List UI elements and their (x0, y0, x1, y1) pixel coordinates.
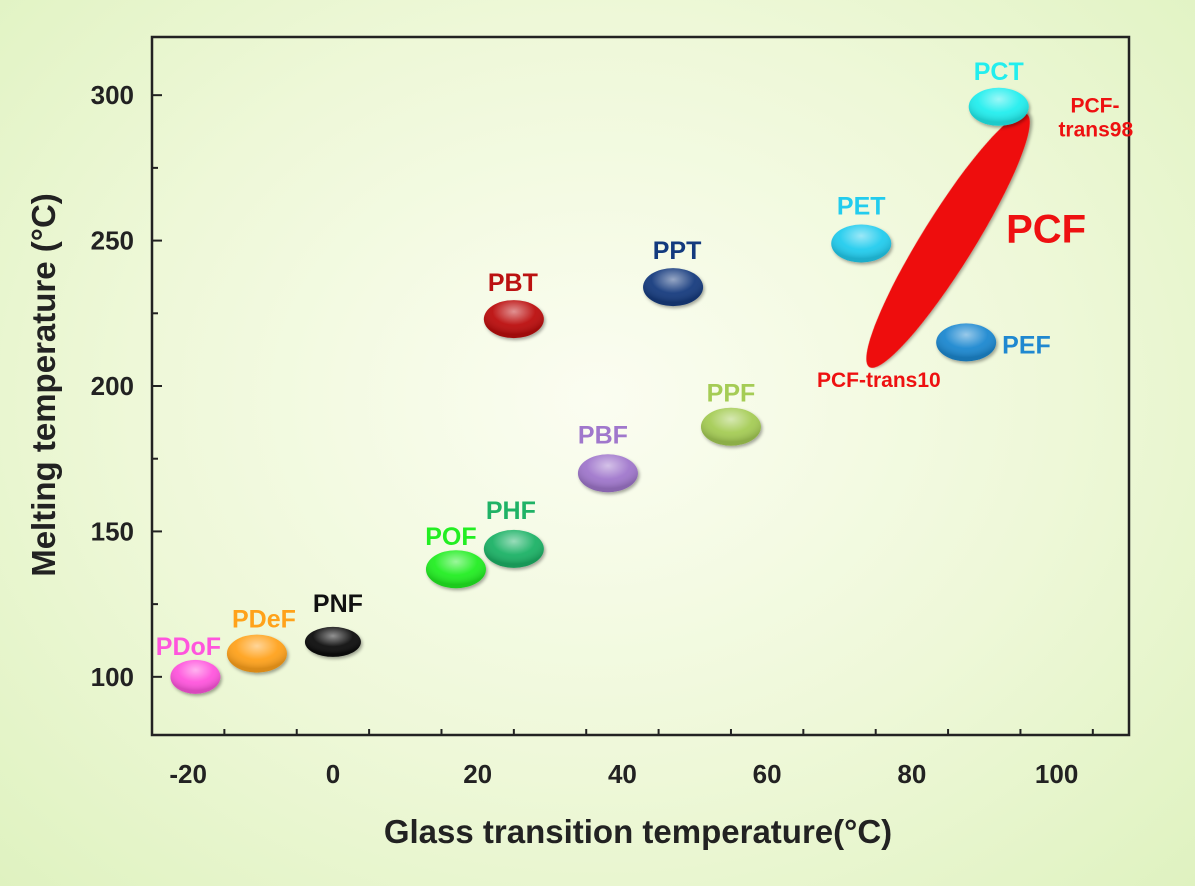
point-phf-gloss (483, 529, 544, 568)
pcf-end-label-line2: trans98 (1058, 118, 1133, 141)
point-pef-gloss (936, 323, 997, 362)
x-tick-label: 80 (897, 759, 926, 789)
range-layer: PCF PCF-trans10 PCF-trans98 (817, 94, 1133, 392)
y-tick-label: 300 (91, 80, 134, 110)
y-axis-label: Melting temperature (°C) (25, 193, 62, 577)
point-label-phf: PHF (486, 497, 536, 525)
point-label-pbf: PBF (578, 421, 628, 449)
x-tick-label: -20 (169, 759, 207, 789)
plot-frame (150, 35, 1131, 737)
x-tick-label: 40 (608, 759, 637, 789)
point-label-pdef: PDeF (232, 606, 296, 634)
y-tick-label: 250 (91, 226, 134, 256)
y-tick-label: 100 (91, 662, 134, 692)
x-tick-label: 0 (326, 759, 340, 789)
axes: -20 0 20 40 60 80 100 100 150 200 250 300 (91, 80, 1094, 789)
point-label-pet: PET (837, 192, 886, 220)
point-ppf-gloss (700, 407, 761, 446)
point-ppt-gloss (643, 268, 704, 307)
point-pnf-gloss (304, 626, 361, 657)
y-tick-label: 150 (91, 516, 134, 546)
point-label-ppt: PPT (653, 237, 702, 265)
point-label-pef: PEF (1002, 331, 1051, 359)
point-label-pnf: PNF (313, 590, 363, 618)
pcf-start-label: PCF-trans10 (817, 369, 941, 392)
point-pdef-gloss (226, 634, 287, 673)
point-label-pct: PCT (974, 58, 1024, 86)
point-pet-gloss (831, 224, 892, 263)
point-label-ppf: PPF (707, 380, 756, 408)
pcf-range-band (866, 113, 1030, 368)
x-tick-label: 60 (753, 759, 782, 789)
point-pbt-gloss (483, 300, 544, 339)
x-tick-label: 100 (1035, 759, 1078, 789)
x-tick-label: 20 (463, 759, 492, 789)
y-tick-label: 200 (91, 371, 134, 401)
point-pof-gloss (425, 550, 486, 589)
pcf-end-label-line1: PCF- (1070, 94, 1119, 117)
pcf-range-label: PCF (1006, 208, 1086, 252)
points-layer: PDoF PDeF PNF POF PHF PBF PPF PBT PPT PET PEF PCT (156, 58, 1051, 694)
point-pbf-gloss (577, 454, 638, 493)
point-label-pbt: PBT (488, 269, 538, 297)
point-label-pdof: PDoF (156, 633, 221, 661)
point-label-pof: POF (425, 523, 476, 551)
x-axis-label: Glass transition temperature(°C) (384, 813, 892, 850)
point-pct-gloss (968, 87, 1029, 126)
point-pdof-gloss (170, 659, 221, 694)
